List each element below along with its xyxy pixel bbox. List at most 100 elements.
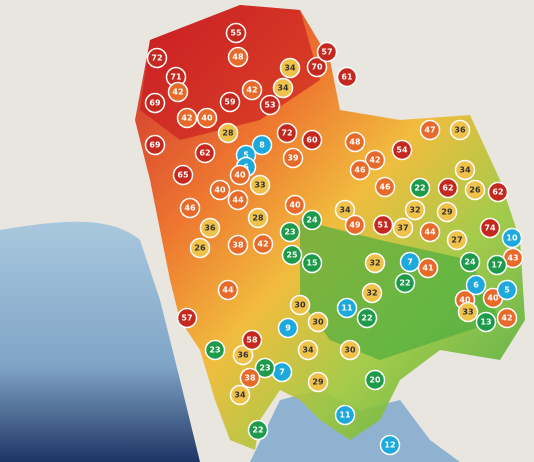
- aqi-marker[interactable]: 32: [364, 252, 386, 274]
- aqi-marker[interactable]: 34: [279, 57, 301, 79]
- aqi-marker[interactable]: 42: [167, 81, 189, 103]
- marker-circle[interactable]: [364, 369, 386, 391]
- aqi-marker[interactable]: 24: [459, 251, 481, 273]
- marker-circle[interactable]: [279, 57, 301, 79]
- aqi-marker[interactable]: 46: [374, 176, 396, 198]
- marker-circle[interactable]: [394, 272, 416, 294]
- aqi-marker[interactable]: 40: [196, 107, 218, 129]
- marker-circle[interactable]: [364, 252, 386, 274]
- marker-circle[interactable]: [209, 179, 231, 201]
- aqi-marker[interactable]: 48: [344, 131, 366, 153]
- aqi-marker[interactable]: 24: [301, 209, 323, 231]
- aqi-marker[interactable]: 40: [284, 194, 306, 216]
- aqi-marker[interactable]: 62: [487, 181, 509, 203]
- marker-circle[interactable]: [289, 294, 311, 316]
- marker-circle[interactable]: [457, 301, 479, 323]
- marker-circle[interactable]: [239, 367, 261, 389]
- aqi-marker[interactable]: 47: [419, 119, 441, 141]
- marker-circle[interactable]: [437, 177, 459, 199]
- marker-circle[interactable]: [464, 179, 486, 201]
- aqi-marker[interactable]: 33: [457, 301, 479, 323]
- marker-circle[interactable]: [301, 252, 323, 274]
- marker-circle[interactable]: [301, 209, 323, 231]
- marker-circle[interactable]: [349, 159, 371, 181]
- marker-circle[interactable]: [144, 134, 166, 156]
- aqi-marker[interactable]: 57: [316, 41, 338, 63]
- aqi-marker[interactable]: 42: [252, 233, 274, 255]
- marker-circle[interactable]: [392, 217, 414, 239]
- aqi-marker[interactable]: 42: [496, 307, 518, 329]
- marker-circle[interactable]: [281, 244, 303, 266]
- aqi-marker[interactable]: 57: [176, 307, 198, 329]
- marker-circle[interactable]: [284, 194, 306, 216]
- marker-circle[interactable]: [496, 307, 518, 329]
- aqi-marker[interactable]: 60: [301, 129, 323, 151]
- aqi-marker[interactable]: 8: [251, 134, 273, 156]
- marker-circle[interactable]: [241, 79, 263, 101]
- marker-circle[interactable]: [364, 149, 386, 171]
- aqi-marker[interactable]: 32: [404, 199, 426, 221]
- aqi-marker[interactable]: 40: [229, 164, 251, 186]
- aqi-marker[interactable]: 39: [282, 147, 304, 169]
- aqi-marker[interactable]: 42: [176, 107, 198, 129]
- marker-circle[interactable]: [225, 22, 247, 44]
- marker-circle[interactable]: [189, 237, 211, 259]
- aqi-marker[interactable]: 15: [301, 252, 323, 274]
- aqi-marker[interactable]: 22: [409, 177, 431, 199]
- marker-circle[interactable]: [436, 201, 458, 223]
- marker-circle[interactable]: [334, 199, 356, 221]
- marker-circle[interactable]: [419, 119, 441, 141]
- aqi-marker[interactable]: 72: [276, 122, 298, 144]
- aqi-marker[interactable]: 34: [272, 77, 294, 99]
- aqi-marker[interactable]: 34: [229, 384, 251, 406]
- marker-circle[interactable]: [404, 199, 426, 221]
- aqi-marker[interactable]: 74: [479, 217, 501, 239]
- aqi-marker[interactable]: 58: [241, 329, 263, 351]
- aqi-marker[interactable]: 38: [239, 367, 261, 389]
- marker-circle[interactable]: [336, 297, 358, 319]
- aqi-marker[interactable]: 23: [279, 221, 301, 243]
- aqi-marker[interactable]: 44: [227, 189, 249, 211]
- marker-circle[interactable]: [449, 119, 471, 141]
- marker-circle[interactable]: [259, 94, 281, 116]
- marker-circle[interactable]: [487, 181, 509, 203]
- aqi-marker[interactable]: 40: [209, 179, 231, 201]
- marker-circle[interactable]: [227, 46, 249, 68]
- aqi-marker[interactable]: 7: [271, 361, 293, 383]
- aqi-marker[interactable]: 44: [419, 221, 441, 243]
- aqi-marker[interactable]: 61: [336, 66, 358, 88]
- marker-circle[interactable]: [465, 274, 487, 296]
- marker-circle[interactable]: [176, 107, 198, 129]
- aqi-marker[interactable]: 34: [334, 199, 356, 221]
- aqi-marker[interactable]: 65: [172, 164, 194, 186]
- marker-circle[interactable]: [399, 251, 421, 273]
- aqi-marker[interactable]: 36: [449, 119, 471, 141]
- marker-circle[interactable]: [241, 329, 263, 351]
- marker-circle[interactable]: [479, 217, 501, 239]
- aqi-marker[interactable]: 55: [225, 22, 247, 44]
- aqi-marker[interactable]: 22: [356, 307, 378, 329]
- aqi-marker[interactable]: 20: [364, 369, 386, 391]
- marker-circle[interactable]: [279, 221, 301, 243]
- aqi-marker[interactable]: 36: [232, 344, 254, 366]
- aqi-marker[interactable]: 10: [501, 227, 523, 249]
- marker-circle[interactable]: [167, 81, 189, 103]
- aqi-marker[interactable]: 27: [446, 229, 468, 251]
- marker-circle[interactable]: [486, 254, 508, 276]
- marker-circle[interactable]: [361, 282, 383, 304]
- marker-circle[interactable]: [172, 164, 194, 186]
- aqi-marker[interactable]: 59: [219, 91, 241, 113]
- marker-circle[interactable]: [316, 41, 338, 63]
- marker-circle[interactable]: [336, 66, 358, 88]
- aqi-marker[interactable]: 26: [189, 237, 211, 259]
- aqi-marker[interactable]: 49: [344, 214, 366, 236]
- marker-circle[interactable]: [419, 221, 441, 243]
- aqi-marker[interactable]: 30: [339, 339, 361, 361]
- aqi-marker[interactable]: 34: [297, 339, 319, 361]
- aqi-marker[interactable]: 22: [247, 419, 269, 441]
- aqi-marker[interactable]: 72: [146, 47, 168, 69]
- aqi-marker[interactable]: 28: [247, 207, 269, 229]
- aqi-marker[interactable]: 62: [194, 142, 216, 164]
- marker-circle[interactable]: [334, 404, 356, 426]
- aqi-marker[interactable]: 69: [144, 92, 166, 114]
